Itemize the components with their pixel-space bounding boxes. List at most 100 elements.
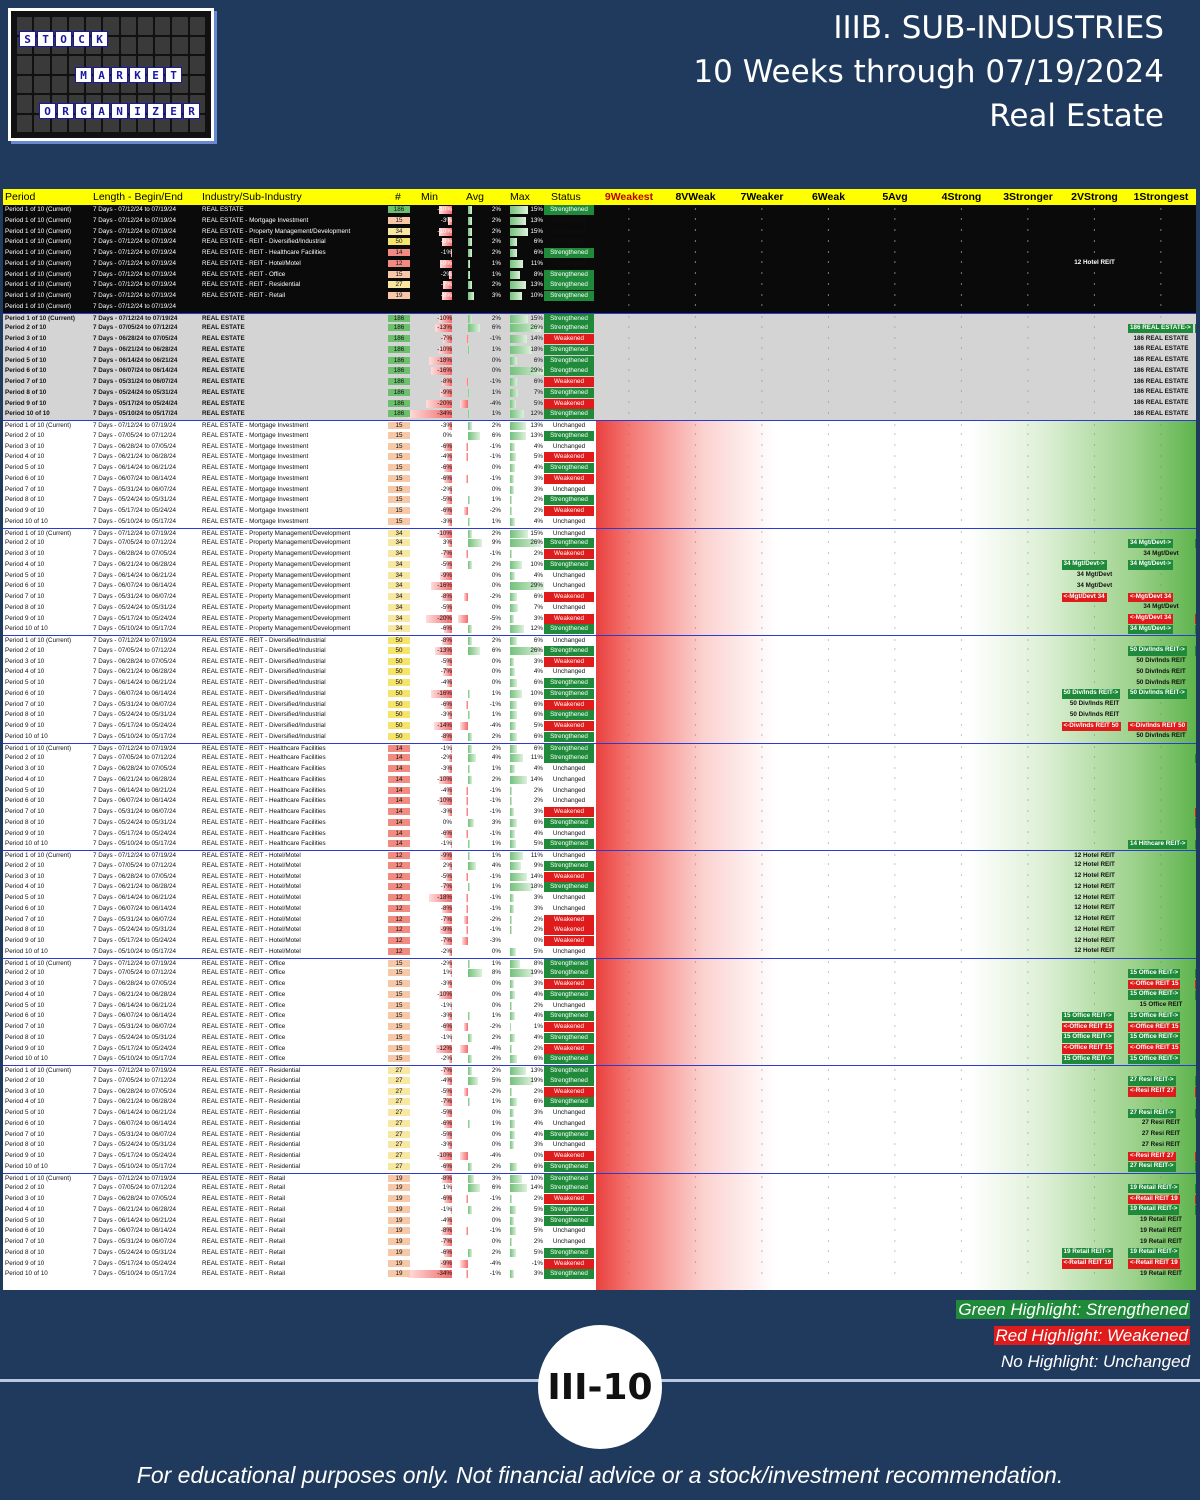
cell-l: 7 Days - 06/21/24 to 06/28/24 [93, 1205, 176, 1213]
bucket-empty: · [1159, 474, 1163, 482]
cell-mn: -7% [440, 915, 452, 923]
bucket-empty: · [627, 1269, 631, 1277]
avg-bar [468, 345, 470, 354]
bucket-empty: · [960, 1130, 963, 1137]
cell-mx: 0% [533, 937, 543, 944]
status-badge: Strengthened [544, 495, 594, 506]
bucket-empty: · [1026, 1216, 1030, 1223]
cell-mn: -16% [437, 582, 452, 590]
bucket-empty: · [694, 624, 697, 632]
cell-p: Period 1 of 10 (Current) [5, 959, 72, 967]
cell-av: 2% [491, 422, 501, 429]
bucket-empty: · [827, 829, 830, 836]
bucket-empty: · [627, 1174, 631, 1181]
cell-l: 7 Days - 06/28/24 to 07/05/24 [93, 980, 176, 987]
min-bar [439, 314, 452, 323]
bucket-entry: 27 Resi REIT-> [1194, 1108, 1196, 1118]
column-header: 4Strong [941, 191, 982, 203]
status-badge: Unchanged [552, 571, 586, 579]
cell-l: 7 Days - 06/14/24 to 06/21/24 [93, 571, 176, 579]
bucket-empty: · [1026, 1162, 1030, 1170]
max-bar [510, 1270, 514, 1279]
cell-i: REAL ESTATE - Mortgage Investment [202, 422, 309, 429]
max-bar [510, 980, 514, 988]
bucket-empty: · [1026, 302, 1030, 310]
bucket-empty: · [893, 452, 897, 460]
cell-n: 50 [388, 700, 410, 708]
cell-i: REAL ESTATE - REIT - Retail [202, 1174, 286, 1182]
bucket-empty: · [1026, 442, 1030, 449]
min-bar [445, 1087, 452, 1096]
cell-av: -3% [489, 937, 501, 944]
max-bar [510, 926, 513, 935]
bucket-empty: · [893, 732, 897, 740]
bucket-empty: · [1093, 775, 1096, 783]
bucket-empty: · [960, 667, 963, 675]
bucket-empty: · [627, 538, 631, 546]
bucket-empty: · [893, 409, 897, 417]
bucket-entry: 186 REAL ESTATE [1133, 345, 1189, 353]
cell-p: Period 9 of 10 [5, 722, 45, 729]
cell-mn: -8% [440, 292, 452, 299]
cell-n: 27 [388, 1067, 410, 1074]
bucket-empty: · [627, 915, 631, 922]
bucket-empty: · [627, 904, 631, 912]
bucket-empty: · [760, 474, 764, 482]
table-row: Period 4 of 10 7 Days - 06/21/24 to 06/28… [3, 1097, 1196, 1108]
bucket-empty: · [760, 1044, 764, 1051]
cell-av: -1% [489, 808, 501, 815]
table-row: Period 5 of 10 7 Days - 06/14/24 to 06/21… [3, 786, 1196, 797]
cell-l: 7 Days - 05/10/24 to 05/17/24 [93, 1162, 176, 1170]
bucket-empty: · [827, 442, 830, 449]
table-row: Period 1 of 10 (Current) 7 Days - 07/12/2… [3, 957, 1196, 969]
bucket-empty: · [893, 270, 897, 277]
bucket-empty: · [1026, 882, 1030, 890]
status-badge: Weakened [544, 871, 594, 882]
bucket-empty: · [1093, 1108, 1096, 1116]
bucket-empty: · [960, 1162, 963, 1170]
max-bar [510, 367, 544, 376]
bucket-empty: · [694, 603, 697, 611]
bucket-entry: <-Mgt/Devt 34 [1128, 614, 1174, 624]
cell-mx: 15% [530, 206, 543, 213]
min-bar [448, 517, 452, 526]
cell-mn: -3% [440, 216, 452, 224]
bucket-empty: · [627, 1119, 631, 1127]
table-row: Period 8 of 10 7 Days - 05/24/24 to 05/31… [3, 1247, 1196, 1259]
bucket-empty: · [627, 893, 631, 901]
bucket-empty: · [1093, 280, 1096, 288]
bucket-empty: · [827, 959, 830, 966]
bucket-empty: · [1026, 1076, 1030, 1084]
bucket-empty: · [1026, 366, 1030, 374]
cell-l: 7 Days - 06/07/24 to 06/14/24 [93, 1227, 176, 1235]
cell-n: 50 [388, 238, 410, 246]
bucket-empty: · [1093, 291, 1096, 299]
bucket-empty: · [760, 1259, 764, 1266]
cell-mx: 5% [533, 399, 543, 407]
avg-bar [466, 926, 468, 935]
cell-p: Period 5 of 10 [5, 786, 45, 794]
bucket-empty: · [760, 1130, 764, 1137]
bucket-empty: · [1093, 1087, 1096, 1094]
cell-l: 7 Days - 05/31/24 to 06/07/24 [93, 485, 176, 493]
cell-mx: 3% [533, 485, 543, 493]
bucket-empty: · [760, 205, 764, 213]
cell-i: REAL ESTATE - REIT - Retail [202, 1259, 286, 1267]
bucket-empty: · [1093, 237, 1096, 245]
max-bar [510, 356, 518, 365]
bucket-empty: · [627, 571, 631, 578]
min-bar [448, 808, 452, 816]
table-row: Period 10 of 10 7 Days - 05/10/24 to 05/1… [3, 517, 1196, 528]
cell-i: REAL ESTATE - REIT - Residential [202, 1152, 301, 1159]
bucket-empty: · [960, 431, 963, 439]
cell-n: 34 [388, 593, 410, 600]
status-badge: Weakened [544, 592, 594, 602]
cell-mx: 3% [533, 808, 543, 815]
cell-mn: -7% [440, 883, 452, 891]
cell-n: 27 [388, 1119, 410, 1127]
cell-i: REAL ESTATE - REIT - Residential [202, 1141, 301, 1149]
table-row: Period 2 of 10 7 Days - 07/05/24 to 07/12… [3, 968, 1196, 979]
cell-mx: 10% [530, 1174, 543, 1182]
cell-mx: 14% [530, 1184, 543, 1192]
